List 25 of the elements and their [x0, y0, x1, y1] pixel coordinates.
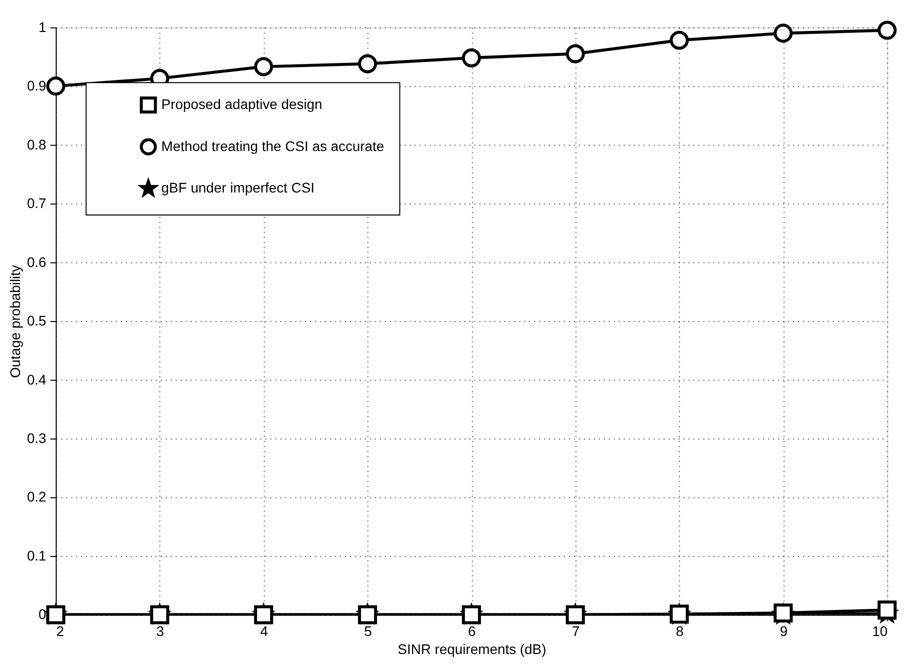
- y-tick-label: 0.1: [26, 547, 47, 564]
- y-tick-label: 0.9: [26, 78, 47, 94]
- y-tick-label: 1: [38, 18, 47, 35]
- y-tick-label: 0.2: [26, 488, 47, 505]
- x-tick-label: 10: [872, 623, 888, 640]
- y-tick-label: 0.6: [26, 254, 47, 270]
- x-tick-label: 6: [468, 623, 476, 640]
- legend-label: gBF under imperfect CSI: [161, 180, 314, 196]
- x-tick-label: 9: [780, 623, 788, 640]
- y-tick-label: 0.5: [26, 312, 47, 329]
- x-tick-label: 2: [56, 623, 64, 640]
- x-tick-label: 5: [364, 623, 372, 640]
- y-tick-label: 0.3: [26, 430, 47, 446]
- y-tick-label: 0: [38, 606, 47, 622]
- x-axis-title: SINR requirements (dB): [398, 641, 546, 658]
- x-tick-label: 7: [572, 623, 580, 640]
- x-tick-label: 4: [260, 623, 268, 640]
- y-tick-label: 0.4: [26, 371, 47, 388]
- y-axis-title: Outage probability: [6, 265, 23, 378]
- legend-label: Proposed adaptive design: [161, 96, 322, 112]
- y-tick-label: 0.8: [26, 136, 47, 152]
- x-tick-label: 3: [156, 623, 164, 640]
- x-tick-label: 8: [676, 623, 684, 640]
- legend-label: Method treating the CSI as accurate: [161, 138, 384, 154]
- y-tick-label: 0.7: [26, 195, 47, 212]
